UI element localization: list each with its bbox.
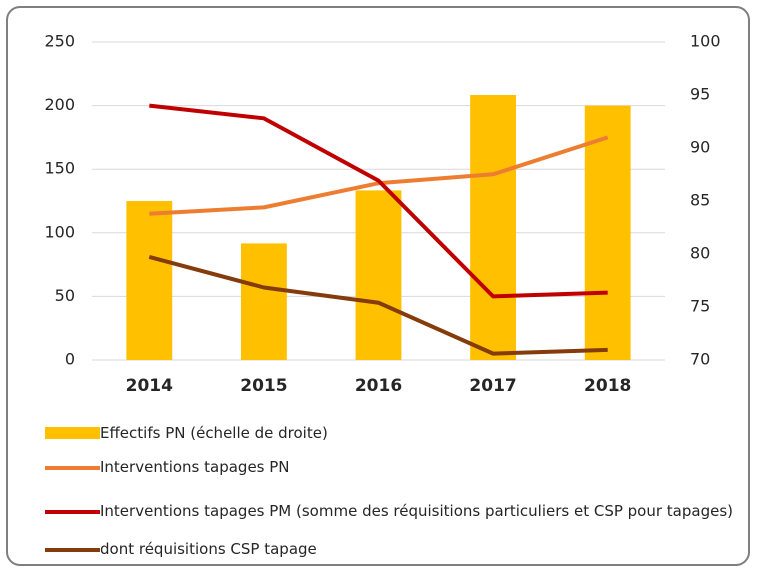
y-tick-label: 50 [55,286,75,305]
y2-tick-label: 70 [690,350,710,369]
x-tick-label: 2014 [126,376,173,396]
y2-tick-label: 100 [690,32,721,51]
legend-label: dont réquisitions CSP tapage [100,540,317,558]
legend-entry: Interventions tapages PM (somme des réqu… [45,502,745,521]
line [148,255,608,356]
y-tick-label: 200 [44,95,75,114]
y2-tick-label: 85 [690,191,710,210]
y2-tick-label: 90 [690,138,710,157]
y2-tick-label: 75 [690,297,710,316]
legend-entry: Effectifs PN (échelle de droite) [45,424,745,443]
x-tick-label: 2015 [240,376,287,396]
legend-swatch [45,458,100,477]
bar [584,105,631,360]
y2-tick-label: 95 [690,85,710,104]
frame [6,6,750,566]
legend-label: Effectifs PN (échelle de droite) [100,424,328,442]
legend-label: Interventions tapages PM (somme des réqu… [100,502,733,520]
x-tick-label: 2018 [584,376,631,396]
bar [126,201,173,360]
legend-entry: Interventions tapages PN [45,458,745,477]
legend-swatch [45,540,100,559]
x-tick-label: 2016 [355,376,402,396]
y2-tick-label: 80 [690,244,710,263]
legend-swatch [45,424,100,443]
line [149,103,608,299]
y-tick-label: 150 [44,159,75,178]
legend-label: Interventions tapages PN [100,458,290,476]
bar [355,190,402,360]
bar [240,243,287,360]
x-tick-label: 2017 [469,376,516,396]
y-tick-label: 250 [44,32,75,51]
y-tick-label: 0 [65,350,75,369]
bar [470,95,517,360]
legend-entry: dont réquisitions CSP tapage [45,540,745,559]
y-tick-label: 100 [44,222,75,241]
legend-swatch [45,502,100,521]
